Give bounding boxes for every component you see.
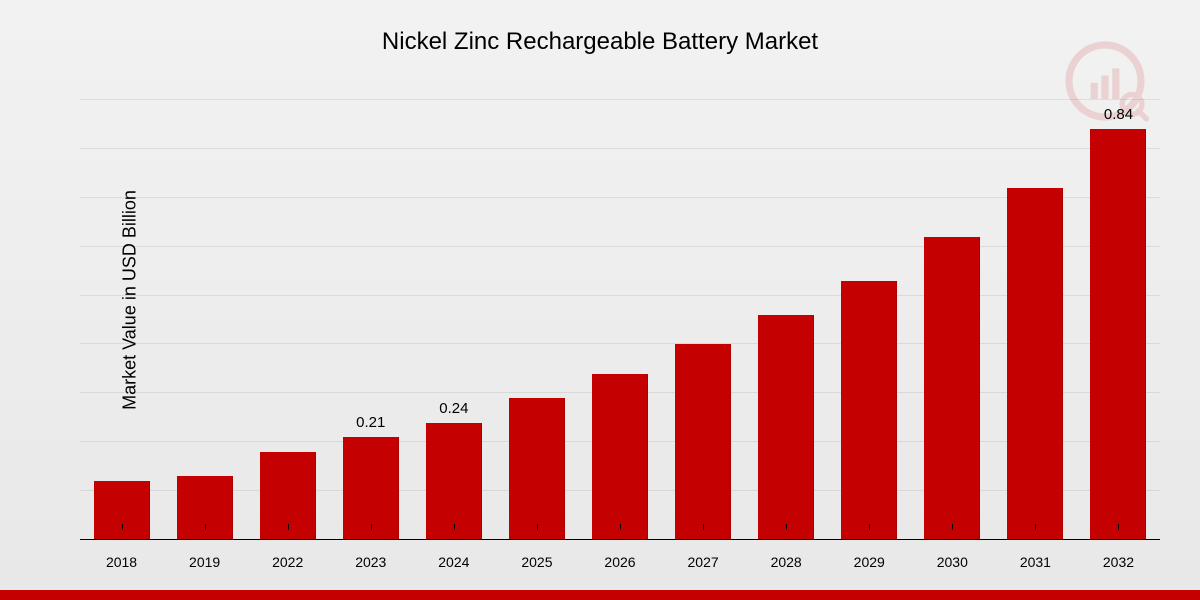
bars-row: 0.21 0.24 0.84	[80, 100, 1160, 540]
bar	[841, 281, 897, 540]
bar-group	[246, 100, 329, 540]
x-tick-label: 2031	[994, 554, 1077, 570]
bar-group: 0.84	[1077, 100, 1160, 540]
bar-group: 0.24	[412, 100, 495, 540]
bar-group: 0.21	[329, 100, 412, 540]
bar	[177, 476, 233, 540]
bar	[94, 481, 150, 540]
x-tick-label: 2028	[745, 554, 828, 570]
bar-value-label: 0.21	[356, 414, 385, 431]
chart-container: Nickel Zinc Rechargeable Battery Market …	[0, 0, 1200, 600]
footer-accent-strip	[0, 590, 1200, 600]
x-axis: 2018201920222023202420252026202720282029…	[80, 554, 1160, 570]
bar	[426, 423, 482, 540]
bar	[592, 374, 648, 540]
bar-group	[578, 100, 661, 540]
x-tick-label: 2024	[412, 554, 495, 570]
bar-group	[80, 100, 163, 540]
x-tick-label: 2032	[1077, 554, 1160, 570]
bar	[1090, 129, 1146, 540]
bar	[758, 315, 814, 540]
bar-group	[828, 100, 911, 540]
x-tick-label: 2026	[578, 554, 661, 570]
x-tick-label: 2025	[495, 554, 578, 570]
bar-group	[662, 100, 745, 540]
x-tick-label: 2027	[662, 554, 745, 570]
x-tick-label: 2019	[163, 554, 246, 570]
bar-value-label: 0.24	[439, 400, 468, 417]
chart-title: Nickel Zinc Rechargeable Battery Market	[0, 0, 1200, 56]
x-tick-label: 2023	[329, 554, 412, 570]
bar-group	[495, 100, 578, 540]
bar-group	[994, 100, 1077, 540]
bar	[509, 398, 565, 540]
bar	[924, 237, 980, 540]
bar-value-label: 0.84	[1104, 106, 1133, 123]
bar-group	[163, 100, 246, 540]
x-tick-label: 2018	[80, 554, 163, 570]
bar-group	[911, 100, 994, 540]
plot-area: 0.21 0.24 0.84	[80, 100, 1160, 540]
x-tick-label: 2022	[246, 554, 329, 570]
bar	[1007, 188, 1063, 540]
x-tick-label: 2029	[828, 554, 911, 570]
bar-group	[745, 100, 828, 540]
x-tick-label: 2030	[911, 554, 994, 570]
x-axis-baseline	[80, 539, 1160, 540]
bar	[675, 344, 731, 540]
